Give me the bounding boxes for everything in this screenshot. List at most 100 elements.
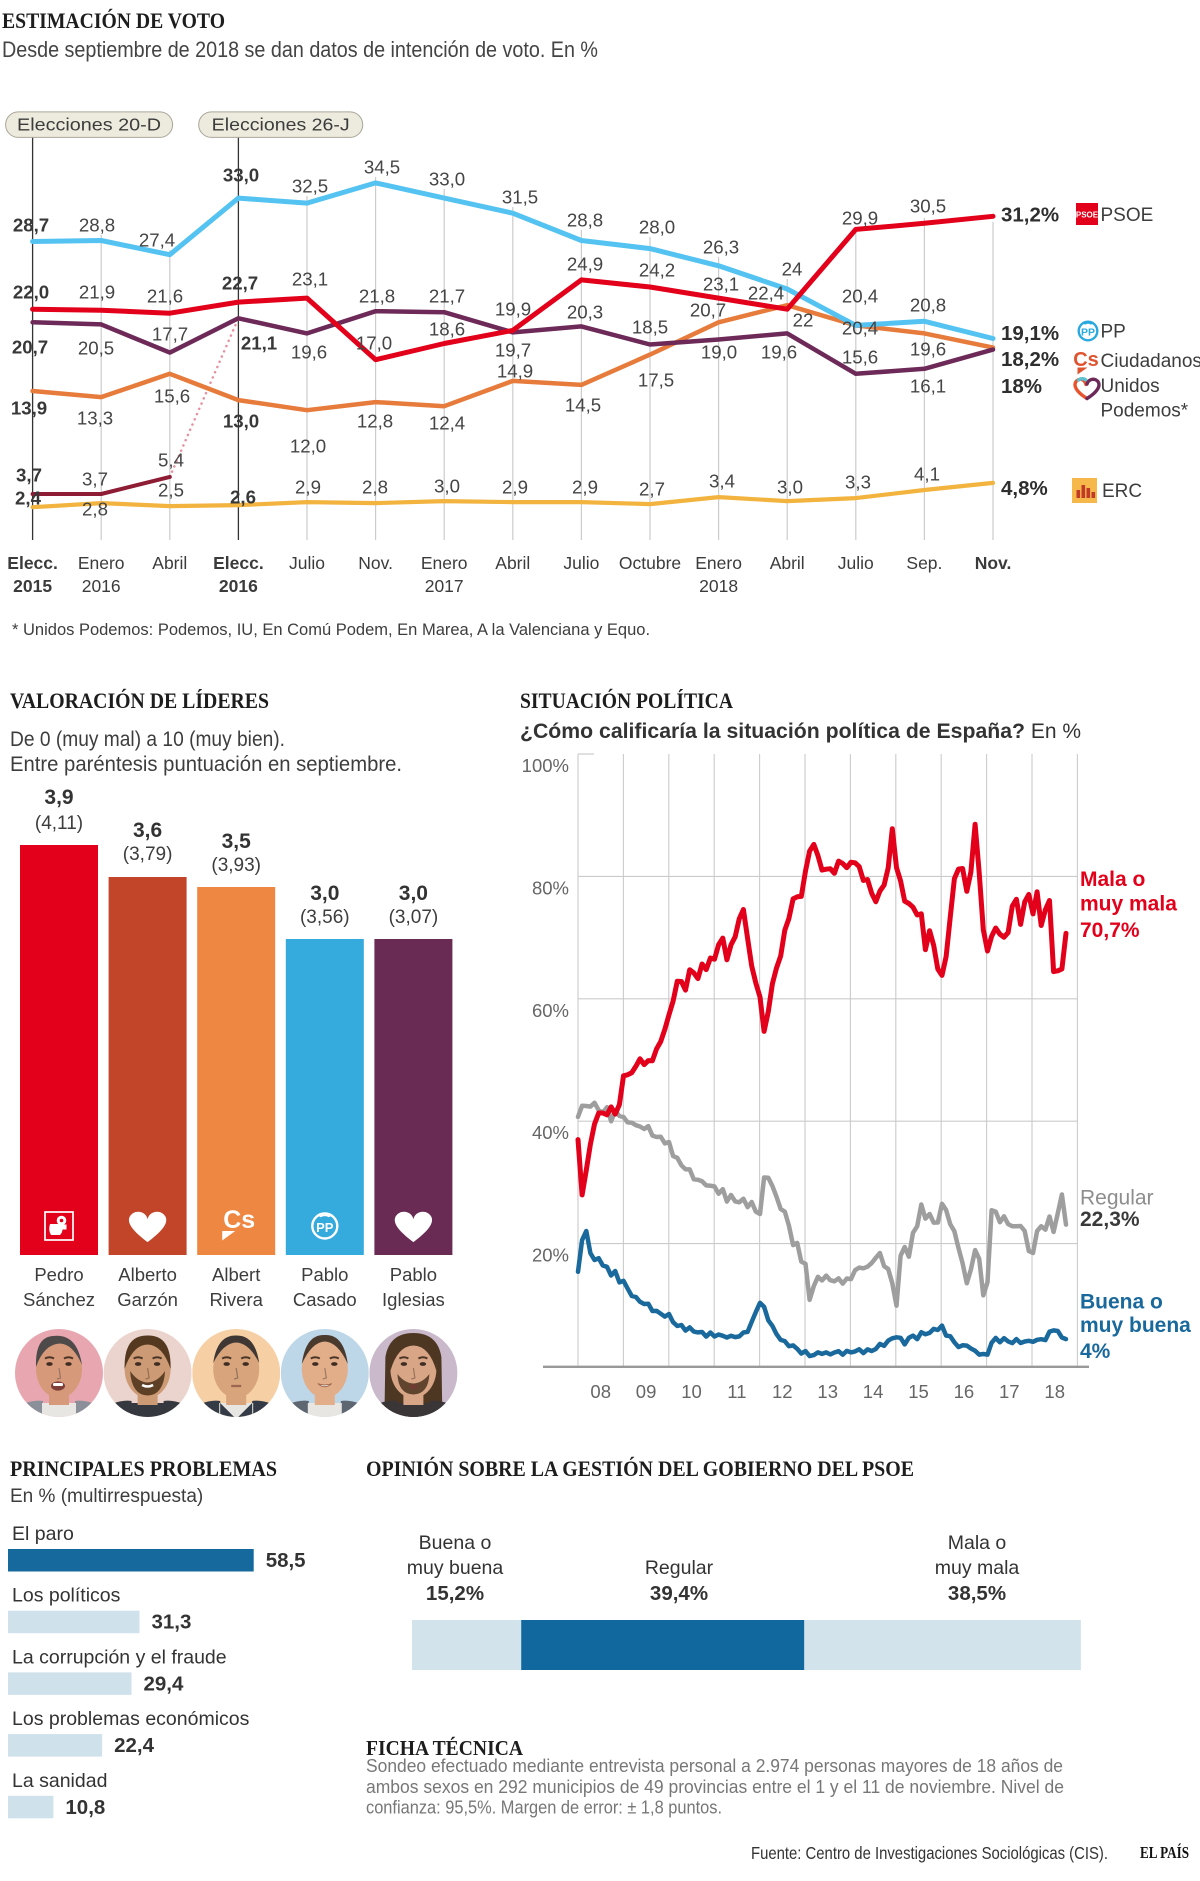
svg-text:34,5: 34,5	[364, 157, 400, 178]
svg-text:Abril: Abril	[770, 553, 805, 573]
svg-text:2,5: 2,5	[158, 480, 184, 501]
svg-text:19,7: 19,7	[495, 340, 531, 361]
svg-text:muy buena: muy buena	[407, 1557, 504, 1579]
svg-text:2,8: 2,8	[362, 477, 388, 498]
svg-text:22: 22	[793, 310, 814, 331]
svg-text:16: 16	[954, 1381, 975, 1402]
svg-text:ambos sexos en 292 municipios: ambos sexos en 292 municipios de 49 prov…	[366, 1776, 1064, 1797]
svg-text:20,8: 20,8	[910, 295, 946, 316]
svg-text:19,6: 19,6	[910, 339, 946, 360]
svg-text:PP: PP	[1101, 322, 1126, 343]
svg-text:33,0: 33,0	[223, 165, 259, 186]
svg-text:31,2%: 31,2%	[1001, 204, 1059, 227]
svg-text:15: 15	[908, 1381, 929, 1402]
svg-text:12: 12	[772, 1381, 793, 1402]
svg-text:30,5: 30,5	[910, 196, 946, 217]
svg-text:(3,56): (3,56)	[300, 907, 350, 928]
svg-text:21,7: 21,7	[429, 286, 465, 307]
svg-text:20,7: 20,7	[690, 300, 726, 321]
svg-text:17,5: 17,5	[638, 370, 674, 391]
svg-text:2017: 2017	[425, 576, 464, 596]
svg-text:El paro: El paro	[12, 1523, 74, 1545]
svg-text:12,4: 12,4	[429, 413, 465, 434]
svg-text:Elecc.: Elecc.	[7, 553, 58, 573]
svg-text:PSOE: PSOE	[1076, 211, 1099, 220]
svg-text:13: 13	[817, 1381, 838, 1402]
svg-text:Ciudadanos: Ciudadanos	[1101, 351, 1200, 372]
svg-text:100%: 100%	[522, 755, 569, 776]
svg-text:4%: 4%	[1080, 1340, 1111, 1363]
svg-text:SITUACIÓN POLÍTICA: SITUACIÓN POLÍTICA	[520, 688, 733, 713]
svg-text:3,4: 3,4	[709, 471, 735, 492]
svg-text:3,5: 3,5	[222, 830, 252, 853]
svg-text:12,8: 12,8	[357, 411, 393, 432]
svg-text:En % (multirrespuesta): En % (multirrespuesta)	[10, 1486, 203, 1507]
svg-text:14,9: 14,9	[497, 361, 533, 382]
svg-text:Elecciones 26-J: Elecciones 26-J	[212, 115, 350, 135]
svg-text:Cs: Cs	[223, 1206, 255, 1234]
svg-text:Sondeo efectuado mediante entr: Sondeo efectuado mediante entrevista per…	[366, 1755, 1063, 1776]
svg-text:19,1%: 19,1%	[1001, 322, 1059, 345]
svg-text:Buena o: Buena o	[419, 1532, 492, 1554]
svg-text:3,0: 3,0	[399, 882, 428, 905]
svg-text:Buena o: Buena o	[1080, 1291, 1163, 1314]
svg-text:Mala o: Mala o	[1080, 868, 1145, 891]
svg-text:17,7: 17,7	[152, 324, 188, 345]
svg-text:60%: 60%	[532, 1000, 569, 1021]
svg-text:Pablo: Pablo	[390, 1264, 437, 1285]
svg-text:18%: 18%	[1001, 375, 1042, 398]
svg-text:2,4: 2,4	[15, 488, 42, 509]
svg-text:39,4%: 39,4%	[650, 1582, 708, 1605]
svg-text:28,0: 28,0	[639, 217, 675, 238]
svg-text:24,2: 24,2	[639, 260, 675, 281]
svg-text:23,1: 23,1	[292, 269, 328, 290]
svg-text:22,4: 22,4	[114, 1734, 154, 1757]
svg-text:Unidos: Unidos	[1101, 376, 1160, 397]
svg-text:20%: 20%	[532, 1245, 569, 1266]
svg-text:Pedro: Pedro	[34, 1264, 83, 1285]
svg-text:De 0 (muy mal) a 10 (muy bien): De 0 (muy mal) a 10 (muy bien).	[10, 728, 285, 751]
svg-text:18,2%: 18,2%	[1001, 348, 1059, 371]
svg-text:PRINCIPALES PROBLEMAS: PRINCIPALES PROBLEMAS	[10, 1456, 277, 1481]
svg-text:Alberto: Alberto	[118, 1264, 177, 1285]
svg-text:Regular: Regular	[1080, 1187, 1154, 1210]
svg-text:Fuente: Centro de Investigacio: Fuente: Centro de Investigaciones Sociol…	[751, 1843, 1108, 1863]
svg-text:40%: 40%	[532, 1122, 569, 1143]
svg-text:14: 14	[863, 1381, 884, 1402]
svg-text:13,9: 13,9	[11, 398, 47, 419]
svg-text:Enero: Enero	[695, 553, 742, 573]
svg-text:3,3: 3,3	[845, 472, 871, 493]
svg-text:muy mala: muy mala	[1080, 893, 1177, 916]
svg-text:3,7: 3,7	[82, 469, 108, 490]
svg-text:2,6: 2,6	[230, 487, 256, 508]
svg-text:Albert: Albert	[212, 1264, 260, 1285]
svg-text:muy mala: muy mala	[935, 1557, 1020, 1579]
svg-text:20,5: 20,5	[78, 338, 114, 359]
svg-text:10,8: 10,8	[65, 1796, 105, 1819]
svg-text:15,6: 15,6	[154, 386, 190, 407]
svg-text:23,1: 23,1	[703, 274, 739, 295]
svg-text:PP: PP	[316, 1220, 334, 1235]
svg-text:28,8: 28,8	[79, 215, 115, 236]
svg-text:3,0: 3,0	[434, 476, 460, 497]
svg-text:5,4: 5,4	[158, 450, 184, 471]
svg-text:Enero: Enero	[421, 553, 468, 573]
svg-text:Elecciones 20-D: Elecciones 20-D	[17, 115, 161, 135]
svg-text:Casado: Casado	[293, 1289, 357, 1310]
svg-text:29,4: 29,4	[144, 1672, 184, 1695]
svg-text:PSOE: PSOE	[1101, 205, 1154, 226]
svg-text:15,2%: 15,2%	[426, 1582, 484, 1605]
svg-text:(3,07): (3,07)	[389, 907, 439, 928]
svg-text:21,9: 21,9	[79, 282, 115, 303]
svg-text:19,6: 19,6	[761, 342, 797, 363]
svg-text:Abril: Abril	[495, 553, 530, 573]
svg-text:21,1: 21,1	[241, 333, 277, 354]
svg-text:80%: 80%	[532, 877, 569, 898]
svg-text:18,6: 18,6	[429, 319, 465, 340]
svg-text:13,0: 13,0	[223, 411, 259, 432]
svg-text:2015: 2015	[13, 576, 52, 596]
svg-text:21,6: 21,6	[147, 286, 183, 307]
svg-text:31,5: 31,5	[502, 187, 538, 208]
svg-text:Sánchez: Sánchez	[23, 1289, 95, 1310]
svg-text:16,1: 16,1	[910, 376, 946, 397]
